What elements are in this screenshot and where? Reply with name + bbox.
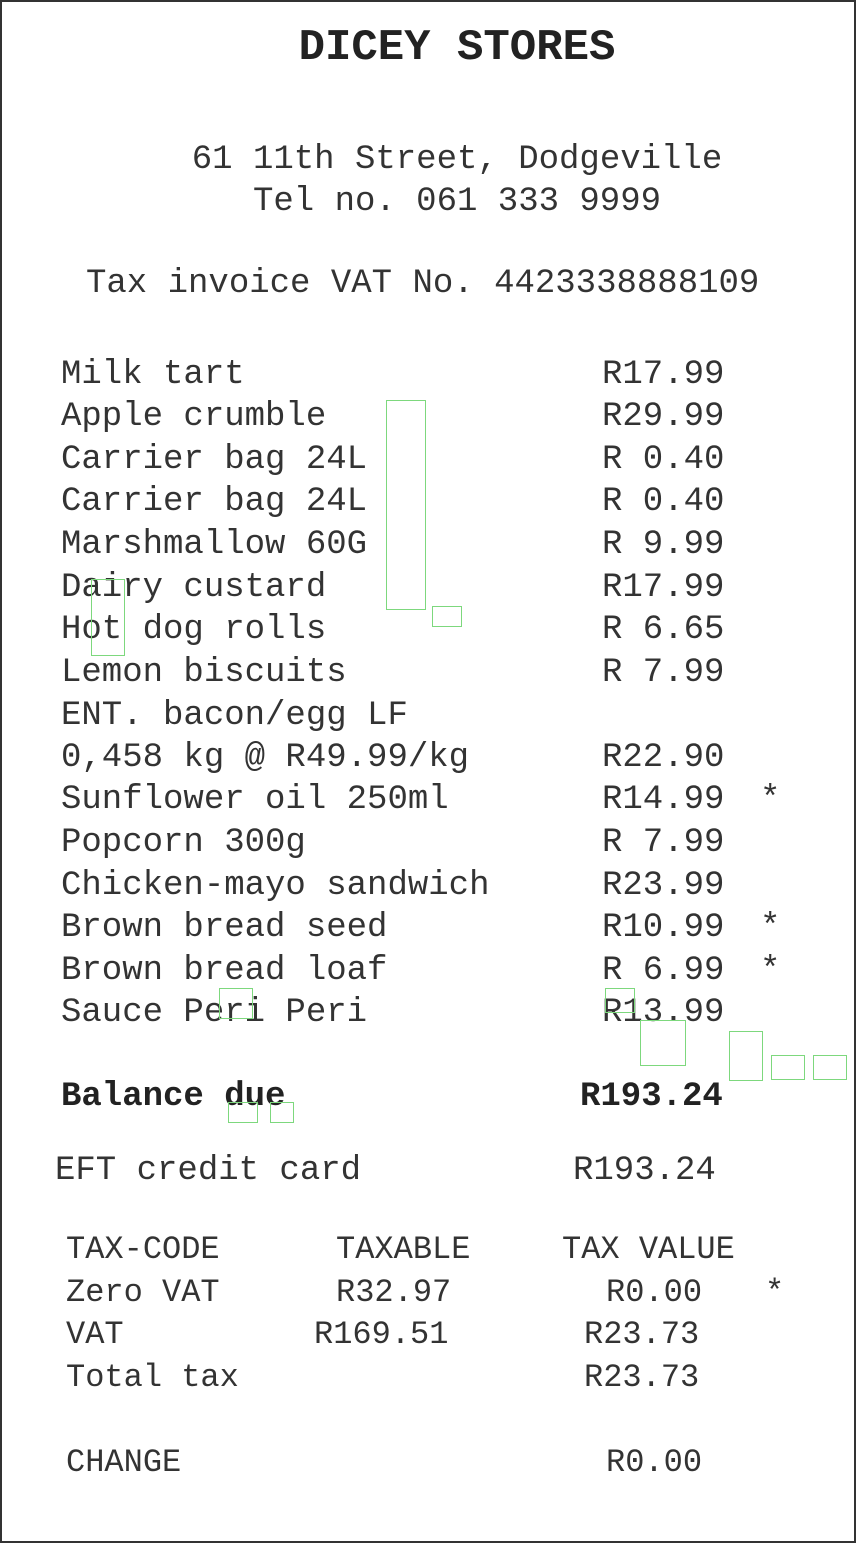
tax-row-code: VAT bbox=[66, 1316, 124, 1353]
item-name: Milk tart bbox=[61, 356, 245, 394]
item-price: R 6.65 bbox=[602, 611, 725, 649]
tax-row-value: R0.00 bbox=[606, 1274, 703, 1311]
tax-row-taxable: R169.51 bbox=[314, 1316, 449, 1353]
item-price: R 0.40 bbox=[602, 483, 725, 521]
tax-row-code: Zero VAT bbox=[66, 1274, 220, 1311]
annotation-box bbox=[432, 606, 462, 627]
item-price: R 6.99 bbox=[602, 952, 725, 990]
item-weight-line: 0,458 kg @ R49.99/kg bbox=[61, 739, 470, 777]
tax-table-header-value: TAX VALUE bbox=[562, 1231, 735, 1268]
payment-amount: R193.24 bbox=[573, 1152, 716, 1190]
annotation-box bbox=[270, 1102, 294, 1123]
item-price: R17.99 bbox=[602, 569, 725, 607]
tax-row-taxable: R32.97 bbox=[336, 1274, 452, 1311]
store-name: DICEY STORES bbox=[298, 23, 616, 73]
annotation-box bbox=[219, 988, 253, 1019]
item-price: R 7.99 bbox=[602, 654, 725, 692]
item-name: Brown bread seed bbox=[61, 909, 388, 947]
item-name: Sauce Peri Peri bbox=[61, 994, 368, 1032]
annotation-box bbox=[91, 579, 125, 656]
change-amount: R0.00 bbox=[606, 1444, 703, 1481]
item-name: Sunflower oil 250ml bbox=[61, 781, 449, 819]
payment-method: EFT credit card bbox=[55, 1152, 362, 1190]
item-name: ENT. bacon/egg LF bbox=[61, 697, 408, 735]
item-name: Lemon biscuits bbox=[61, 654, 347, 692]
item-price: R 9.99 bbox=[602, 526, 725, 564]
tax-invoice-line: Tax invoice VAT No. 4423338888109 bbox=[86, 265, 760, 303]
zero-vat-marker: * bbox=[760, 781, 781, 819]
item-name: Brown bread loaf bbox=[61, 952, 388, 990]
item-name: Marshmallow 60G bbox=[61, 526, 368, 564]
tax-table-header-taxable: TAXABLE bbox=[336, 1231, 471, 1268]
item-price: R10.99 bbox=[602, 909, 725, 947]
item-price: R23.99 bbox=[602, 867, 725, 905]
item-name: Dairy custard bbox=[61, 569, 327, 607]
item-name: Apple crumble bbox=[61, 398, 327, 436]
item-price: R13.99 bbox=[602, 994, 725, 1032]
item-name: Chicken-mayo sandwich bbox=[61, 867, 490, 905]
item-name: Carrier bag 24L bbox=[61, 441, 368, 479]
item-price: R29.99 bbox=[602, 398, 725, 436]
annotation-box bbox=[386, 400, 426, 610]
tax-row-code: Total tax bbox=[66, 1359, 239, 1396]
tax-table-header-code: TAX-CODE bbox=[66, 1231, 220, 1268]
annotation-box bbox=[605, 988, 635, 1013]
zero-vat-marker: * bbox=[760, 909, 781, 947]
item-price: R22.90 bbox=[602, 739, 725, 777]
balance-due-amount: R193.24 bbox=[580, 1078, 723, 1116]
item-price: R17.99 bbox=[602, 356, 725, 394]
balance-due-label: Balance due bbox=[61, 1078, 286, 1116]
zero-vat-marker: * bbox=[760, 952, 781, 990]
item-price: R14.99 bbox=[602, 781, 725, 819]
item-price: R 7.99 bbox=[602, 824, 725, 862]
zero-vat-marker: * bbox=[765, 1274, 785, 1311]
change-label: CHANGE bbox=[66, 1444, 182, 1481]
item-name: Popcorn 300g bbox=[61, 824, 306, 862]
store-address: 61 11th Street, Dodgeville bbox=[191, 141, 723, 179]
tax-row-value: R23.73 bbox=[584, 1316, 700, 1353]
annotation-box bbox=[640, 1020, 686, 1066]
annotation-box bbox=[771, 1055, 805, 1080]
store-telephone: Tel no. 061 333 9999 bbox=[252, 183, 662, 221]
annotation-box bbox=[729, 1031, 763, 1081]
annotation-box bbox=[813, 1055, 847, 1080]
item-name: Carrier bag 24L bbox=[61, 483, 368, 521]
tax-row-value: R23.73 bbox=[584, 1359, 700, 1396]
item-name: Hot dog rolls bbox=[61, 611, 327, 649]
item-price: R 0.40 bbox=[602, 441, 725, 479]
annotation-box bbox=[228, 1102, 258, 1123]
